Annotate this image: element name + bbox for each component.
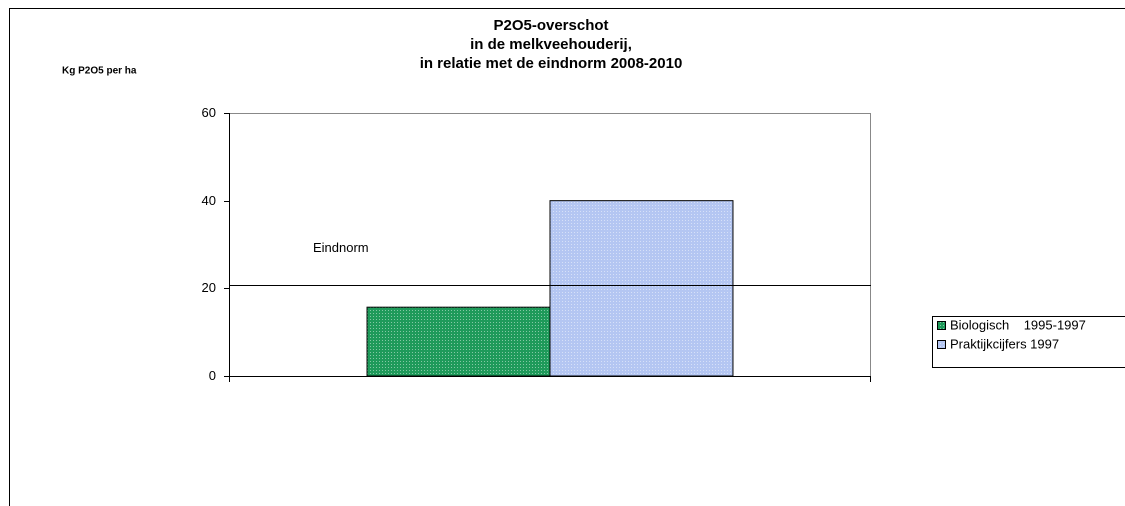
y-tick-label: 60 (202, 105, 216, 120)
bar (549, 200, 734, 377)
legend-swatch (937, 321, 946, 330)
y-tick-label: 0 (209, 368, 216, 383)
chart-title: P2O5-overschot (493, 17, 608, 34)
y-tick-label: 20 (202, 280, 216, 295)
legend (932, 316, 1125, 368)
bar (366, 306, 551, 377)
plot-border (229, 113, 871, 376)
annotation: Eindnorm (313, 240, 369, 255)
chart-title: in relatie met de eindnorm 2008-2010 (420, 55, 683, 72)
y-axis-label: Kg P2O5 per ha (62, 66, 137, 77)
legend-label: Praktijkcijfers 1997 (950, 336, 1059, 351)
chart-title: in de melkveehouderij, (470, 36, 632, 53)
legend-label: Biologisch 1995-1997 (950, 317, 1086, 332)
legend-swatch (937, 340, 946, 349)
y-tick-label: 40 (202, 193, 216, 208)
